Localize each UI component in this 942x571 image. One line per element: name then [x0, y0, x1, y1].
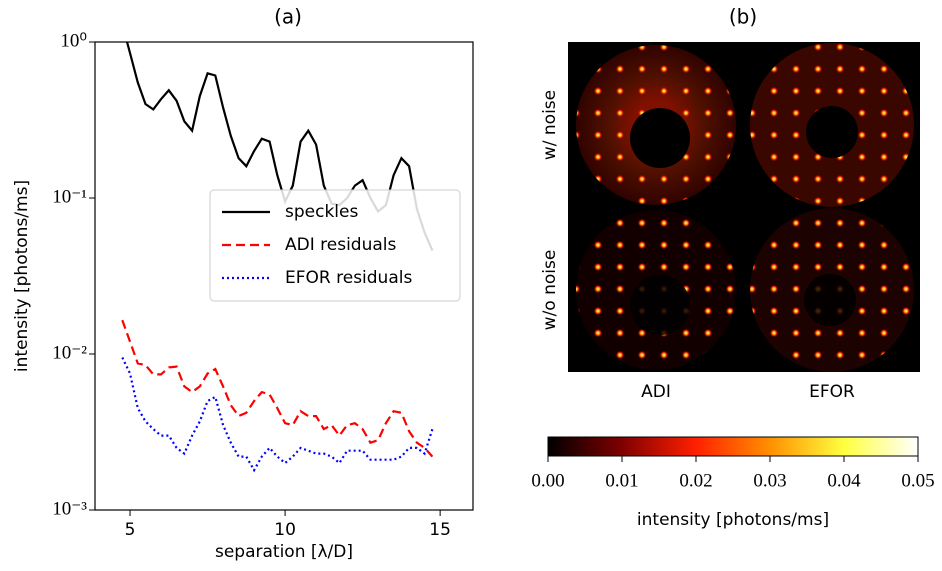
series-line [122, 358, 432, 471]
y-tick-label: 10⁻² [52, 342, 87, 363]
legend-label: ADI residuals [285, 235, 396, 255]
chart-title: (b) [729, 5, 757, 29]
colorbar-tick-label: 0.02 [679, 470, 712, 491]
legend-label: EFOR residuals [285, 268, 412, 288]
colorbar-tick-label: 0.04 [827, 470, 861, 491]
x-tick-label: 5 [125, 520, 136, 540]
row-label: w/ noise [540, 90, 560, 160]
colorbar-tick-label: 0.01 [605, 470, 638, 491]
series-line [122, 320, 432, 457]
colorbar-label: intensity [photons/ms] [637, 510, 829, 530]
column-label: ADI [641, 382, 671, 402]
column-label: EFOR [809, 382, 855, 402]
y-axis-label: intensity [photons/ms] [12, 180, 32, 372]
row-label: w/o noise [540, 250, 560, 331]
image-grid [568, 42, 920, 372]
colorbar-tick-label: 0.00 [531, 470, 564, 491]
x-tick-label: 15 [429, 520, 451, 540]
colorbar [548, 437, 918, 456]
colorbar-tick-label: 0.03 [753, 470, 786, 491]
y-tick-label: 10⁻¹ [52, 186, 87, 207]
legend-label: speckles [285, 202, 358, 222]
x-axis-label: separation [λ/D] [215, 542, 353, 562]
figure: (a) separation [λ/D] intensity [photons/… [0, 0, 942, 571]
x-tick-label: 10 [274, 520, 296, 540]
y-tick-label: 10⁻³ [52, 498, 87, 519]
y-tick-label: 10⁰ [60, 30, 87, 51]
colorbar-tick-label: 0.05 [901, 470, 934, 491]
chart-title: (a) [274, 5, 302, 29]
